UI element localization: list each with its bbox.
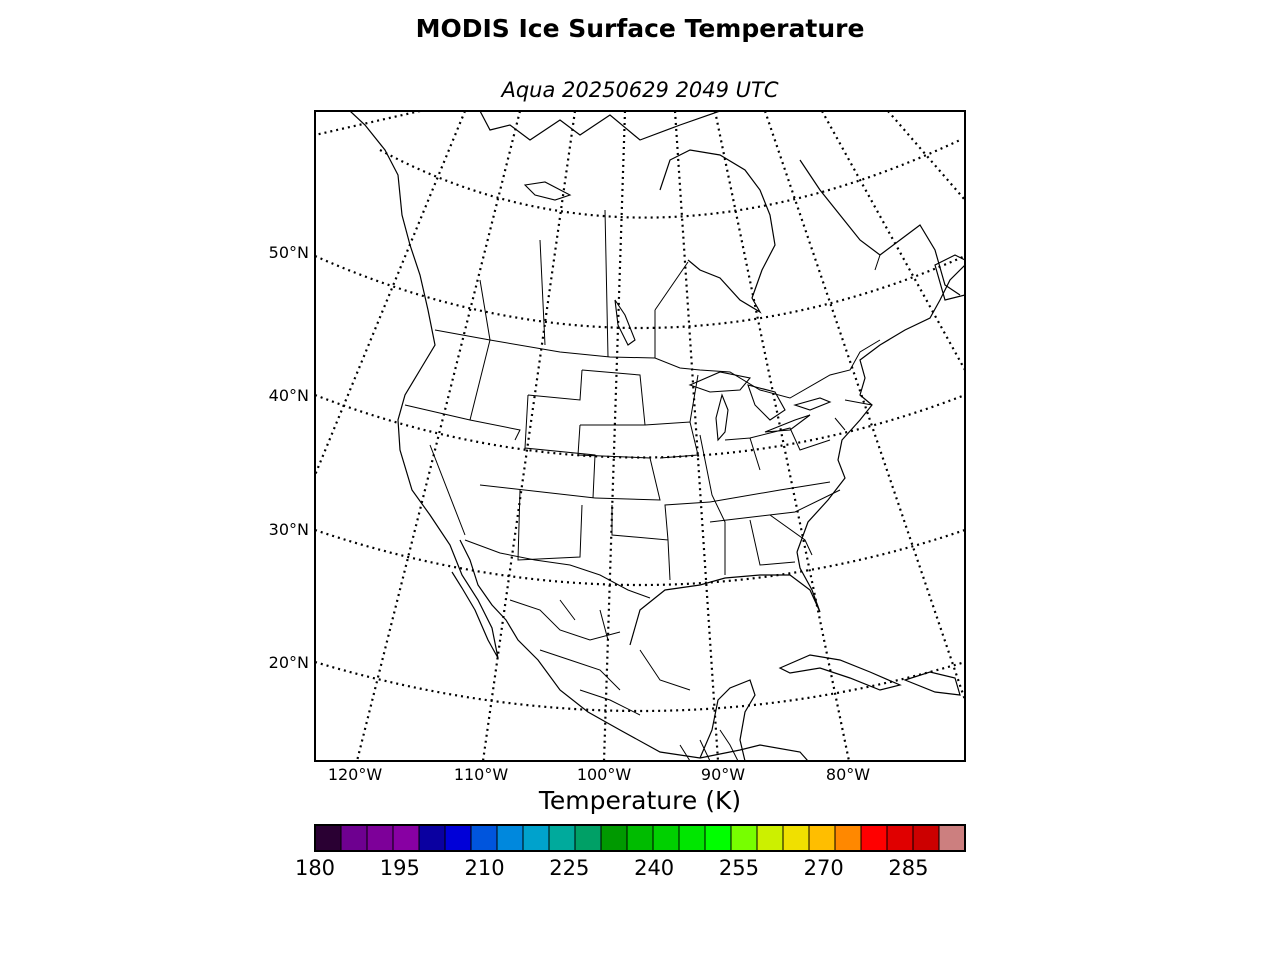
canada-provinces	[479, 209, 881, 358]
colorbar-segment	[601, 825, 628, 851]
border-us-canada	[434, 329, 881, 399]
lakes	[523, 181, 832, 442]
lake-michigan	[715, 393, 729, 442]
colorbar-segment	[315, 825, 342, 851]
lon-label-100: 100°W	[577, 765, 632, 784]
lon-label-90: 90°W	[701, 765, 745, 784]
lake-huron	[747, 384, 786, 421]
lake-winnipeg	[614, 299, 636, 346]
colorbar	[315, 825, 966, 851]
graticule-longitudes	[315, 111, 965, 761]
colorbar-segment	[679, 825, 706, 851]
lat-line-30	[315, 528, 965, 587]
lon-line-110	[481, 111, 577, 761]
colorbar-segment	[887, 825, 914, 851]
colorbar-segment	[913, 825, 940, 851]
lat-label-30: 30°N	[269, 520, 309, 539]
coastline-yucatan	[699, 679, 756, 761]
lake-erie	[764, 414, 811, 433]
coastline-pacific	[349, 111, 499, 659]
island-cuba	[778, 654, 902, 691]
lake-superior	[688, 371, 752, 393]
coastlines	[349, 111, 965, 761]
us-states-east	[699, 399, 873, 575]
lat-line-50	[315, 254, 965, 330]
colorbar-segment	[393, 825, 420, 851]
lat-line-60	[379, 139, 961, 219]
colorbar-segment	[809, 825, 836, 851]
lon-line-120	[355, 111, 522, 761]
colorbar-segment	[835, 825, 862, 851]
colorbar-segment	[549, 825, 576, 851]
colorbar-segment	[653, 825, 680, 851]
lon-label-120: 120°W	[328, 765, 383, 784]
mexico-states	[509, 599, 691, 716]
us-states-west	[404, 339, 596, 561]
colorbar-tick-label: 240	[634, 856, 675, 880]
map-area	[315, 111, 965, 761]
colorbar-segment	[523, 825, 550, 851]
colorbar-tick-label: 255	[718, 856, 759, 880]
colorbar-tick-label: 195	[379, 856, 420, 880]
coastline-labrador	[799, 159, 961, 296]
chart-title: MODIS Ice Surface Temperature	[415, 14, 865, 43]
colorbar-tick-label: 210	[464, 856, 505, 880]
colorbar-segment	[471, 825, 498, 851]
lon-line-140	[315, 111, 421, 137]
coastline-atlantic	[796, 264, 965, 553]
us-states-central	[577, 369, 711, 581]
longitude-labels: 120°W 110°W 100°W 90°W 80°W	[328, 765, 870, 784]
colorbar-segment	[705, 825, 732, 851]
chart-subtitle: Aqua 20250629 2049 UTC	[501, 78, 779, 102]
coastline-baja	[459, 539, 809, 761]
map-frame	[314, 110, 966, 762]
colorbar-segment	[497, 825, 524, 851]
lon-line-100	[602, 111, 627, 761]
lat-label-20: 20°N	[269, 653, 309, 672]
colorbar-segment	[445, 825, 472, 851]
lon-label-110: 110°W	[454, 765, 509, 784]
arctic-islands	[479, 111, 721, 141]
colorbar-segment	[939, 825, 966, 851]
colorbar-segment	[783, 825, 810, 851]
lat-line-20	[315, 660, 965, 713]
coastline-gulf	[629, 551, 821, 646]
colorbar-segment	[627, 825, 654, 851]
colorbar-label: Temperature (K)	[538, 786, 742, 815]
lon-line-90	[673, 111, 720, 761]
lon-label-80: 80°W	[826, 765, 870, 784]
colorbar-tick-label: 225	[549, 856, 590, 880]
colorbar-segment	[861, 825, 888, 851]
colorbar-segment	[731, 825, 758, 851]
lon-line-50	[887, 111, 965, 201]
island-hispaniola	[903, 671, 961, 696]
colorbar-segment	[419, 825, 446, 851]
lat-label-40: 40°N	[269, 386, 309, 405]
colorbar-tick-label: 270	[803, 856, 844, 880]
latitude-labels: 50°N 40°N 30°N 20°N	[269, 243, 309, 672]
colorbar-segment	[341, 825, 368, 851]
central-america-borders	[679, 729, 739, 761]
colorbar-tick-label: 180	[294, 856, 336, 880]
colorbar-tick-label: 285	[888, 856, 929, 880]
coastline-hudson	[659, 149, 776, 314]
graticule-latitudes	[315, 139, 965, 713]
political-boundaries	[404, 209, 881, 761]
lon-line-80	[713, 111, 851, 761]
lon-line-70	[763, 111, 965, 701]
colorbar-segment	[575, 825, 602, 851]
colorbar-frame	[314, 824, 966, 852]
lat-label-50: 50°N	[269, 243, 309, 262]
lon-line-60	[821, 111, 965, 371]
island-newfoundland	[934, 254, 965, 301]
lake-ontario	[793, 397, 832, 411]
great-bear-slave-lakes	[523, 181, 572, 201]
colorbar-segment	[757, 825, 784, 851]
colorbar-segment	[367, 825, 394, 851]
border-us-mexico	[464, 539, 651, 599]
lat-line-40	[315, 393, 965, 459]
